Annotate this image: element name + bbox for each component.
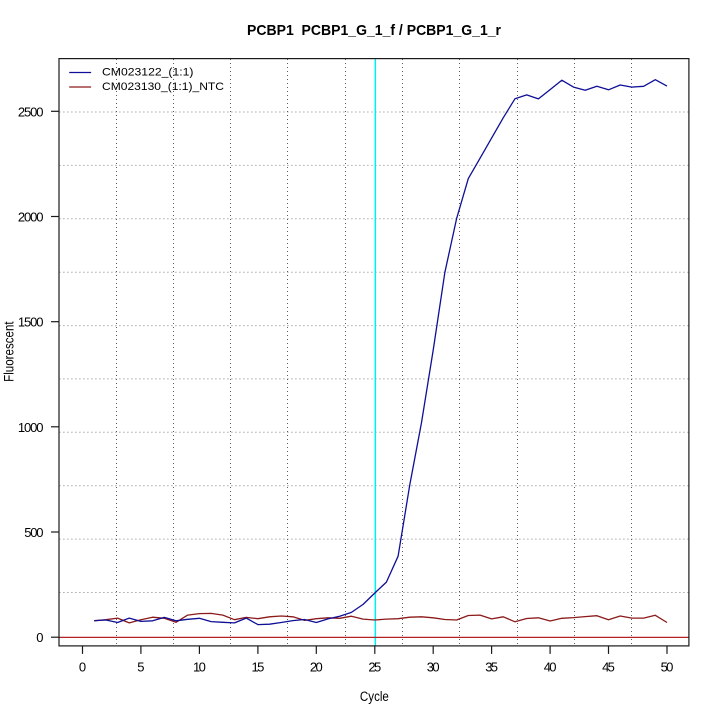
svg-text:PCBP1 PCBP1_G_1_f / PCBP1_G_1: PCBP1 PCBP1_G_1_f / PCBP1_G_1_r	[247, 22, 501, 39]
svg-text:Cycle: Cycle	[360, 689, 389, 704]
svg-text:1500: 1500	[18, 315, 44, 330]
svg-text:1000: 1000	[18, 420, 44, 435]
svg-text:15: 15	[252, 660, 265, 675]
svg-text:Fluorescent: Fluorescent	[2, 321, 17, 382]
svg-text:5: 5	[137, 660, 144, 675]
svg-text:45: 45	[602, 660, 615, 675]
svg-text:40: 40	[544, 660, 557, 675]
svg-text:2000: 2000	[18, 210, 44, 225]
svg-text:20: 20	[310, 660, 323, 675]
svg-text:50: 50	[661, 660, 674, 675]
svg-text:30: 30	[427, 660, 440, 675]
svg-text:0: 0	[36, 630, 43, 645]
svg-text:2500: 2500	[18, 104, 44, 119]
svg-text:CM023130_(1:1)_NTC: CM023130_(1:1)_NTC	[102, 81, 224, 93]
svg-text:35: 35	[485, 660, 498, 675]
svg-text:CM023122_(1:1): CM023122_(1:1)	[102, 67, 194, 79]
svg-text:25: 25	[368, 660, 381, 675]
svg-text:10: 10	[193, 660, 206, 675]
svg-text:0: 0	[79, 660, 86, 675]
svg-text:500: 500	[24, 525, 43, 540]
